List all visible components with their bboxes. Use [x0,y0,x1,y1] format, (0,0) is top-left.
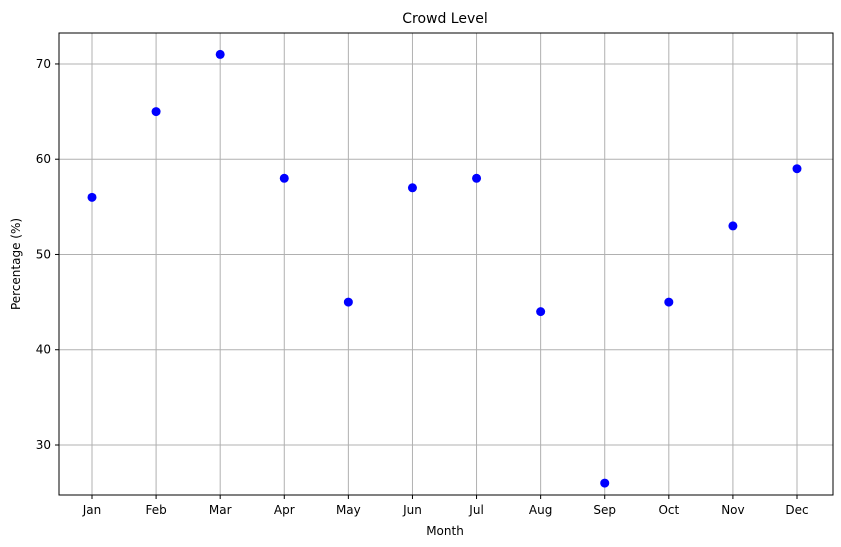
x-tick-label: Mar [209,503,232,517]
y-tick-label: 70 [36,57,51,71]
chart-title: Crowd Level [402,11,488,27]
y-axis-label: Percentage (%) [9,218,23,310]
x-axis-ticks: Jan Feb Mar Apr May Jun Jul Aug Sep Oct Nov Dec [82,495,809,517]
data-point [664,297,674,307]
data-point [215,49,225,59]
plot-frame [58,32,834,496]
x-tick-label: Apr [274,503,295,517]
x-axis-label: Month [426,524,464,538]
data-point [792,164,802,174]
data-point [728,221,738,231]
x-tick-label: Nov [721,503,744,517]
data-point [343,297,353,307]
data-points [87,49,802,488]
x-tick-label: Jun [402,503,422,517]
data-point [407,183,417,193]
data-point [279,173,289,183]
x-tick-label: May [336,503,361,517]
grid [59,33,833,495]
x-tick-label: Dec [785,503,808,517]
y-tick-label: 50 [36,247,51,261]
data-point [87,192,97,202]
y-tick-label: 40 [36,343,51,357]
x-tick-label: Oct [658,503,679,517]
y-tick-label: 60 [36,152,51,166]
y-axis-ticks: 30 40 50 60 70 [36,57,59,452]
data-point [472,173,482,183]
data-point [536,307,546,317]
x-tick-label: Aug [529,503,552,517]
data-point [600,478,610,488]
x-tick-label: Sep [593,503,616,517]
y-tick-label: 30 [36,438,51,452]
x-tick-label: Feb [145,503,166,517]
x-tick-label: Jul [468,503,483,517]
x-tick-label: Jan [82,503,102,517]
data-point [151,107,161,117]
